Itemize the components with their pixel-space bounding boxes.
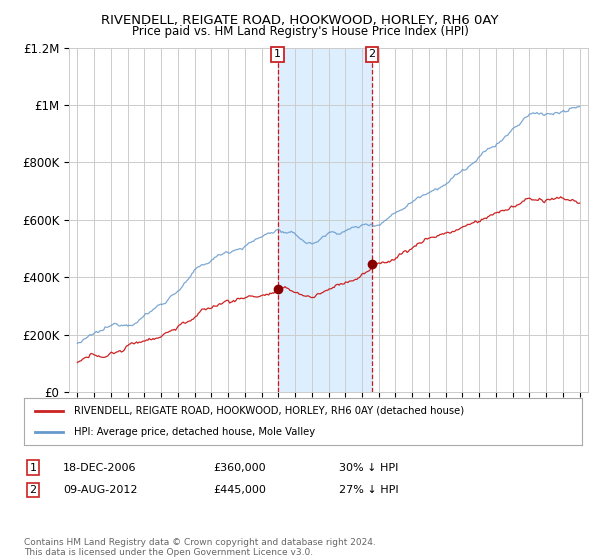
Text: Price paid vs. HM Land Registry's House Price Index (HPI): Price paid vs. HM Land Registry's House … [131, 25, 469, 38]
Text: 09-AUG-2012: 09-AUG-2012 [63, 485, 137, 495]
Bar [278, 48, 372, 392]
Text: 1: 1 [274, 49, 281, 59]
Text: £360,000: £360,000 [213, 463, 266, 473]
Text: 27% ↓ HPI: 27% ↓ HPI [339, 485, 398, 495]
Text: 1: 1 [29, 463, 37, 473]
Text: 2: 2 [29, 485, 37, 495]
Text: RIVENDELL, REIGATE ROAD, HOOKWOOD, HORLEY, RH6 0AY (detached house): RIVENDELL, REIGATE ROAD, HOOKWOOD, HORLE… [74, 406, 464, 416]
Text: RIVENDELL, REIGATE ROAD, HOOKWOOD, HORLEY, RH6 0AY: RIVENDELL, REIGATE ROAD, HOOKWOOD, HORLE… [101, 14, 499, 27]
Text: 18-DEC-2006: 18-DEC-2006 [63, 463, 137, 473]
Text: 2: 2 [368, 49, 376, 59]
Text: Contains HM Land Registry data © Crown copyright and database right 2024.
This d: Contains HM Land Registry data © Crown c… [24, 538, 376, 557]
Text: HPI: Average price, detached house, Mole Valley: HPI: Average price, detached house, Mole… [74, 427, 316, 437]
Text: 30% ↓ HPI: 30% ↓ HPI [339, 463, 398, 473]
Text: £445,000: £445,000 [213, 485, 266, 495]
